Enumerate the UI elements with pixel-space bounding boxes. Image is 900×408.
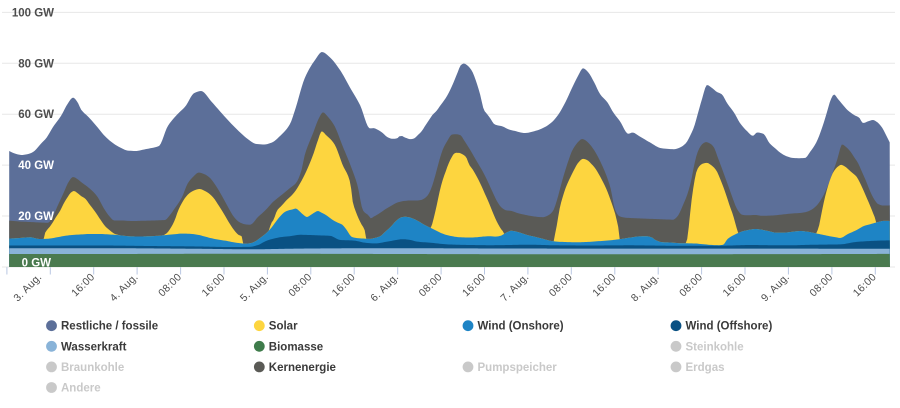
svg-text:16:00: 16:00	[851, 271, 879, 299]
svg-text:80 GW: 80 GW	[18, 58, 54, 70]
svg-text:08:00: 08:00	[547, 271, 575, 299]
svg-text:9. Aug.: 9. Aug.	[759, 271, 792, 304]
svg-text:8. Aug.: 8. Aug.	[629, 271, 662, 304]
svg-text:Biomasse: Biomasse	[269, 341, 323, 353]
svg-text:16:00: 16:00	[590, 271, 618, 299]
svg-text:08:00: 08:00	[807, 271, 835, 299]
svg-text:Restliche / fossile: Restliche / fossile	[61, 321, 158, 333]
svg-text:Wind (Onshore): Wind (Onshore)	[478, 321, 564, 333]
svg-text:Wasserkraft: Wasserkraft	[61, 341, 127, 353]
svg-text:16:00: 16:00	[69, 271, 97, 299]
svg-text:Braunkohle: Braunkohle	[61, 362, 124, 374]
svg-text:3. Aug.: 3. Aug.	[11, 271, 44, 304]
svg-text:7. Aug.: 7. Aug.	[498, 271, 531, 304]
svg-text:16:00: 16:00	[330, 271, 358, 299]
svg-text:Pumpspeicher: Pumpspeicher	[478, 362, 558, 374]
svg-text:5. Aug.: 5. Aug.	[238, 271, 271, 304]
svg-text:08:00: 08:00	[286, 271, 314, 299]
svg-text:Erdgas: Erdgas	[686, 362, 725, 374]
svg-text:Kernenergie: Kernenergie	[269, 362, 336, 374]
svg-text:6. Aug.: 6. Aug.	[368, 271, 401, 304]
svg-text:08:00: 08:00	[677, 271, 705, 299]
svg-text:60 GW: 60 GW	[18, 109, 54, 121]
svg-text:08:00: 08:00	[156, 271, 184, 299]
svg-text:40 GW: 40 GW	[18, 160, 54, 172]
svg-text:Wind (Offshore): Wind (Offshore)	[686, 321, 773, 333]
svg-text:0 GW: 0 GW	[22, 257, 52, 269]
svg-text:20 GW: 20 GW	[18, 211, 54, 223]
svg-text:Steinkohle: Steinkohle	[686, 341, 744, 353]
svg-text:4. Aug.: 4. Aug.	[108, 271, 141, 304]
svg-text:Solar: Solar	[269, 321, 298, 333]
svg-text:16:00: 16:00	[720, 271, 748, 299]
svg-text:08:00: 08:00	[417, 271, 445, 299]
svg-text:Andere: Andere	[61, 383, 101, 395]
svg-text:16:00: 16:00	[460, 271, 488, 299]
svg-text:100 GW: 100 GW	[12, 7, 54, 19]
svg-text:16:00: 16:00	[199, 271, 227, 299]
